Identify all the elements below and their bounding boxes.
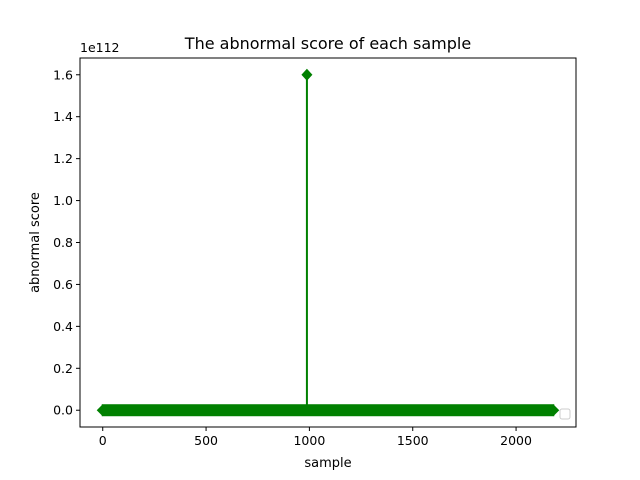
y-axis-offset-label: 1e112: [80, 40, 120, 55]
y-tick-label: 0.8: [53, 235, 73, 250]
x-tick-label: 500: [194, 433, 218, 448]
stem-series: [96, 68, 560, 417]
y-tick-label: 0.0: [53, 403, 73, 418]
plot-frame: [79, 57, 577, 428]
first-sample-marker: [96, 404, 103, 417]
peak-marker: [301, 68, 313, 81]
legend-box: [559, 408, 571, 420]
y-tick-label: 0.4: [53, 319, 73, 334]
x-axis-label: sample: [304, 456, 351, 471]
baseline-marker-band: [101, 404, 555, 417]
y-axis-label: abnormal score: [28, 192, 43, 293]
y-tick-label: 1.4: [53, 109, 73, 124]
y-tick-label: 1.2: [53, 151, 73, 166]
y-tick-label: 0.2: [53, 361, 73, 376]
x-tick-label: 1000: [293, 433, 325, 448]
last-sample-marker: [553, 404, 560, 417]
x-tick-label: 1500: [397, 433, 429, 448]
x-axis-ticks: 0 500 1000 1500 2000: [99, 427, 532, 448]
x-tick-label: 2000: [500, 433, 532, 448]
chart-title: The abnormal score of each sample: [184, 34, 471, 53]
y-tick-label: 0.6: [53, 277, 73, 292]
y-axis-ticks: 0.0 0.2 0.4 0.6 0.8 1.0 1.2 1.4 1.6: [53, 67, 80, 418]
y-tick-label: 1.6: [53, 67, 73, 82]
plot-area: [80, 58, 576, 427]
x-tick-label: 0: [99, 433, 107, 448]
y-tick-label: 1.0: [53, 193, 73, 208]
